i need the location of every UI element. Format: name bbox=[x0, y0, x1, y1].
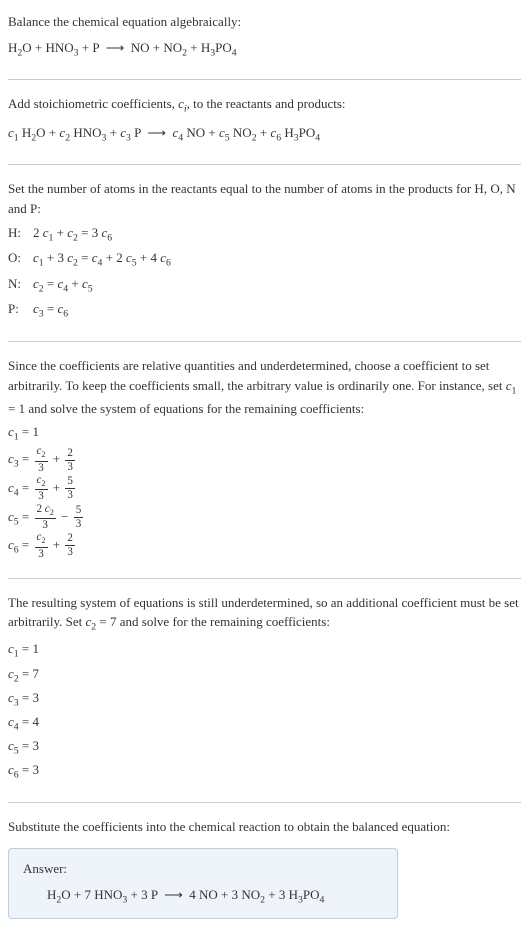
divider bbox=[8, 802, 521, 803]
underdetermined2-text: The resulting system of equations is sti… bbox=[8, 593, 521, 636]
underdetermined1-text: Since the coefficients are relative quan… bbox=[8, 356, 521, 418]
atom-element: H: bbox=[8, 222, 33, 247]
stoich-equation: c1 H2O + c2 HNO3 + c3 P ⟶ c4 NO + c5 NO2… bbox=[8, 123, 521, 146]
atoms-section: Set the number of atoms in the reactants… bbox=[8, 179, 521, 323]
underdetermined1-section: Since the coefficients are relative quan… bbox=[8, 356, 521, 560]
coef-row: c1 = 1 bbox=[8, 422, 521, 445]
divider bbox=[8, 164, 521, 165]
answer-label: Answer: bbox=[23, 859, 383, 879]
substitute-text: Substitute the coefficients into the che… bbox=[8, 817, 521, 837]
atoms-table: H: 2 c1 + c2 = 3 c6 O: c1 + 3 c2 = c4 + … bbox=[8, 222, 177, 323]
atom-element: O: bbox=[8, 247, 33, 272]
divider bbox=[8, 79, 521, 80]
coef-row: c1 = 1 bbox=[8, 639, 521, 662]
coef-row: c4 = 4 bbox=[8, 712, 521, 735]
atom-element: P: bbox=[8, 298, 33, 323]
atom-equation: c2 = c4 + c5 bbox=[33, 273, 177, 298]
underdetermined2-section: The resulting system of equations is sti… bbox=[8, 593, 521, 784]
coef-row: c5 = 3 bbox=[8, 736, 521, 759]
coef-row: c3 = 3 bbox=[8, 688, 521, 711]
atom-equation: c1 + 3 c2 = c4 + 2 c5 + 4 c6 bbox=[33, 247, 177, 272]
substitute-section: Substitute the coefficients into the che… bbox=[8, 817, 521, 919]
divider bbox=[8, 341, 521, 342]
coef-row: c5 = 2 c23 − 53 bbox=[8, 504, 521, 532]
atom-equation: 2 c1 + c2 = 3 c6 bbox=[33, 222, 177, 247]
coef-row: c6 = 3 bbox=[8, 760, 521, 783]
coef-row: c6 = c23 + 23 bbox=[8, 532, 521, 560]
coef-row: c4 = c23 + 53 bbox=[8, 475, 521, 503]
atoms-text: Set the number of atoms in the reactants… bbox=[8, 179, 521, 218]
intro-equation: H2O + HNO3 + P ⟶ NO + NO2 + H3PO4 bbox=[8, 38, 521, 61]
atom-row: O: c1 + 3 c2 = c4 + 2 c5 + 4 c6 bbox=[8, 247, 177, 272]
coef-row: c2 = 7 bbox=[8, 664, 521, 687]
stoich-text: Add stoichiometric coefficients, ci, to … bbox=[8, 94, 521, 117]
coef-list-2: c1 = 1 c2 = 7 c3 = 3 c4 = 4 c5 = 3 c6 = … bbox=[8, 639, 521, 783]
coef-list-1: c1 = 1 c3 = c23 + 23 c4 = c23 + 53 c5 = … bbox=[8, 422, 521, 559]
atom-row: H: 2 c1 + c2 = 3 c6 bbox=[8, 222, 177, 247]
intro-section: Balance the chemical equation algebraica… bbox=[8, 12, 521, 61]
answer-equation: H2O + 7 HNO3 + 3 P ⟶ 4 NO + 3 NO2 + 3 H3… bbox=[23, 885, 383, 908]
divider bbox=[8, 578, 521, 579]
atom-element: N: bbox=[8, 273, 33, 298]
atom-equation: c3 = c6 bbox=[33, 298, 177, 323]
intro-text: Balance the chemical equation algebraica… bbox=[8, 12, 521, 32]
atom-row: N: c2 = c4 + c5 bbox=[8, 273, 177, 298]
coef-row: c3 = c23 + 23 bbox=[8, 446, 521, 474]
answer-box: Answer: H2O + 7 HNO3 + 3 P ⟶ 4 NO + 3 NO… bbox=[8, 848, 398, 919]
atom-row: P: c3 = c6 bbox=[8, 298, 177, 323]
stoich-section: Add stoichiometric coefficients, ci, to … bbox=[8, 94, 521, 146]
